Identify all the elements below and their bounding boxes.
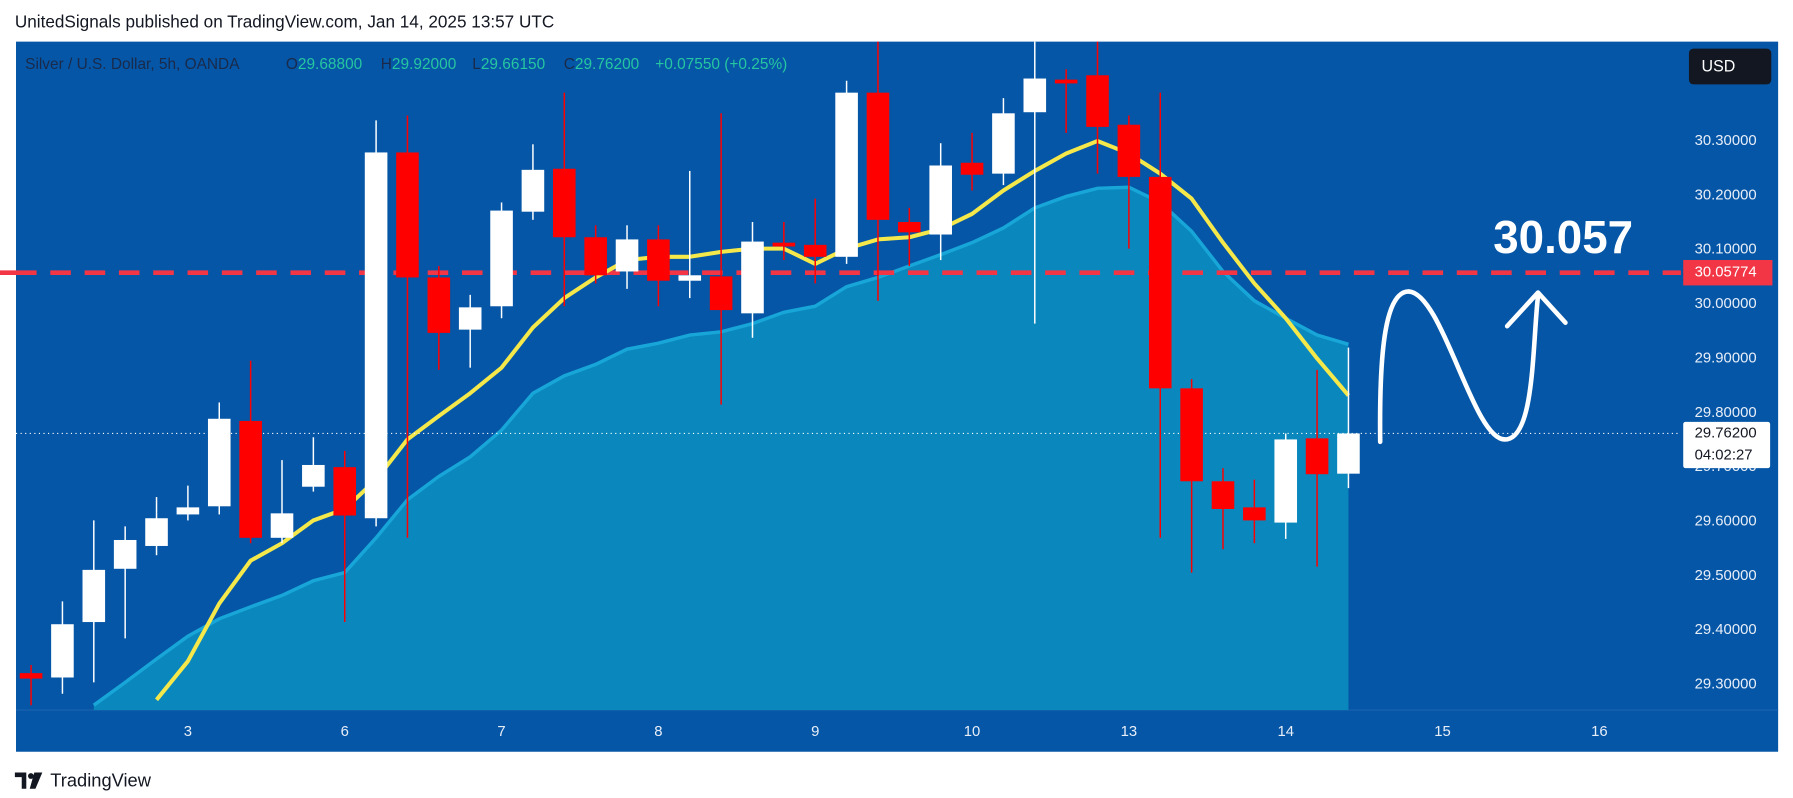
candle-body — [992, 113, 1015, 174]
currency-button[interactable] — [1688, 48, 1772, 85]
x-tick-label: 8 — [654, 723, 662, 740]
forecast-arrow — [1377, 289, 1541, 445]
legend-change: +0.07550 (+0.25%) — [655, 56, 787, 73]
arrow-head — [1504, 290, 1568, 329]
candle-body — [1148, 176, 1172, 389]
candle-body — [1117, 124, 1141, 177]
candle-body — [1211, 481, 1235, 509]
candle-body — [866, 92, 890, 220]
candle-body — [772, 242, 796, 247]
x-tick-label: 15 — [1434, 723, 1451, 740]
candle-body — [1180, 388, 1203, 482]
price-line-label: 30.05774 — [1695, 264, 1757, 281]
candle-body — [1023, 78, 1047, 113]
x-tick-label: 6 — [341, 723, 349, 740]
y-tick-label: 29.50000 — [1695, 567, 1757, 584]
candle-body — [396, 152, 419, 278]
legend-value: 29.92000 — [392, 56, 457, 73]
candle-body — [333, 467, 357, 516]
candle-body — [741, 241, 764, 314]
candle-body — [1274, 439, 1298, 523]
candle-body — [51, 624, 74, 678]
annotation: 30.057 — [1493, 211, 1633, 263]
last-price-tag — [1683, 421, 1771, 469]
legend-value: 29.68800 — [298, 56, 363, 73]
y-tick-label: 30.30000 — [1695, 132, 1757, 149]
candle-body — [207, 418, 231, 507]
candle-body — [709, 276, 733, 311]
x-tick-label: 16 — [1591, 723, 1608, 740]
candle-body — [364, 152, 388, 519]
candle-body — [1243, 507, 1266, 521]
y-tick-label: 29.60000 — [1695, 512, 1757, 529]
y-tick-label: 30.20000 — [1695, 186, 1757, 203]
candle-body — [270, 513, 294, 538]
x-tick-label: 10 — [964, 723, 981, 740]
candle-body — [803, 244, 827, 257]
candle-body — [1337, 433, 1360, 474]
x-tick-label: 14 — [1277, 723, 1294, 740]
y-tick-label: 29.80000 — [1695, 404, 1757, 421]
candle-body — [1086, 75, 1109, 127]
candle-body — [490, 210, 513, 307]
y-tick-label: 29.40000 — [1695, 621, 1757, 638]
legend-value: 29.76200 — [575, 56, 640, 73]
x-tick-label: 3 — [184, 723, 192, 740]
currency-label[interactable]: USD — [1702, 57, 1736, 75]
candle-body — [678, 275, 702, 281]
footer-logo — [14, 772, 43, 789]
candle-body — [176, 507, 200, 515]
candle-body — [19, 673, 43, 679]
overlay — [0, 270, 1568, 445]
y-tick-label: 29.90000 — [1695, 349, 1757, 366]
legend-prefix: O — [286, 56, 298, 73]
candle-body — [82, 569, 106, 623]
candle-body — [427, 277, 451, 333]
publish-header: UnitedSignals published on TradingView.c… — [15, 12, 554, 32]
legend: Silver / U.S. Dollar, 5h, OANDA O29.6880… — [25, 56, 787, 73]
candle-body — [960, 162, 984, 175]
plot-area — [16, 41, 1681, 711]
legend-prefix: C — [564, 56, 575, 73]
candle-body — [239, 420, 262, 538]
legend-prefix: L — [472, 56, 481, 73]
candle-body — [553, 168, 576, 238]
x-tick-label: 13 — [1121, 723, 1138, 740]
legend-value: 29.66150 — [481, 56, 546, 73]
footer-brand: TradingView — [50, 770, 151, 791]
last-price-label: 29.76200 — [1695, 424, 1757, 441]
candle-body — [458, 307, 482, 330]
x-tick-label: 7 — [497, 723, 505, 740]
candle-body — [615, 239, 639, 272]
legend-prefix: H — [381, 56, 392, 73]
x-tick-label: 9 — [811, 723, 819, 740]
candle-body — [1305, 438, 1329, 475]
price-line-tag — [1683, 259, 1773, 286]
candle-body — [584, 237, 607, 276]
candle-body — [113, 539, 137, 569]
y-tick-label: 30.10000 — [1695, 241, 1757, 258]
candle-body — [145, 518, 168, 546]
candle-body — [835, 92, 858, 257]
candle-body — [521, 169, 545, 212]
candle-body — [1054, 79, 1078, 84]
y-tick-label: 30.00000 — [1695, 295, 1757, 312]
candle-body — [302, 464, 325, 487]
y-tick-label: 29.30000 — [1695, 675, 1757, 692]
candle-body — [929, 165, 952, 235]
countdown-label: 04:02:27 — [1695, 446, 1753, 463]
candle-body — [647, 239, 670, 281]
candle-body — [898, 222, 921, 233]
legend-symbol: Silver / U.S. Dollar, 5h, OANDA — [25, 56, 240, 73]
